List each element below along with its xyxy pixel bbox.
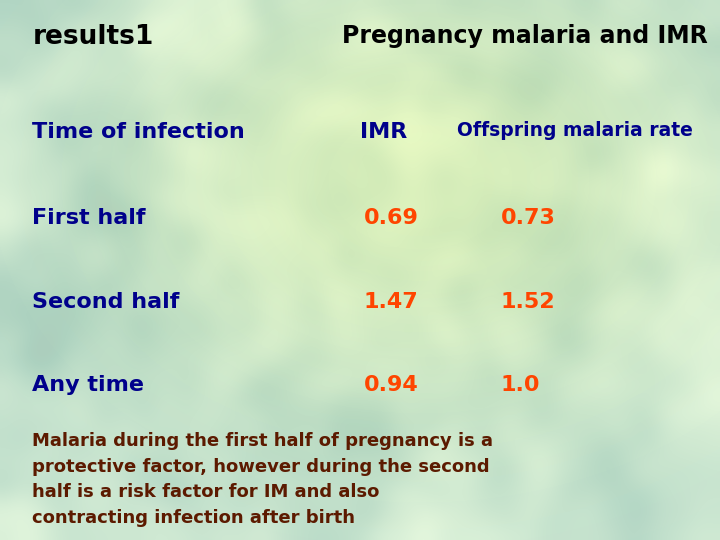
Text: 1.0: 1.0 xyxy=(500,375,540,395)
Text: 0.73: 0.73 xyxy=(500,208,555,228)
Text: First half: First half xyxy=(32,208,146,228)
Text: Any time: Any time xyxy=(32,375,145,395)
Text: IMR: IMR xyxy=(360,122,408,141)
Text: Time of infection: Time of infection xyxy=(32,122,245,141)
Text: results1: results1 xyxy=(32,24,154,50)
Text: Pregnancy malaria and IMR: Pregnancy malaria and IMR xyxy=(342,24,708,48)
Text: 1.47: 1.47 xyxy=(364,292,418,312)
Text: Offspring malaria rate: Offspring malaria rate xyxy=(457,122,693,140)
Text: Malaria during the first half of pregnancy is a
protective factor, however durin: Malaria during the first half of pregnan… xyxy=(32,432,493,527)
Text: 0.69: 0.69 xyxy=(364,208,418,228)
Text: 1.52: 1.52 xyxy=(500,292,555,312)
Text: Second half: Second half xyxy=(32,292,180,312)
Text: 0.94: 0.94 xyxy=(364,375,418,395)
